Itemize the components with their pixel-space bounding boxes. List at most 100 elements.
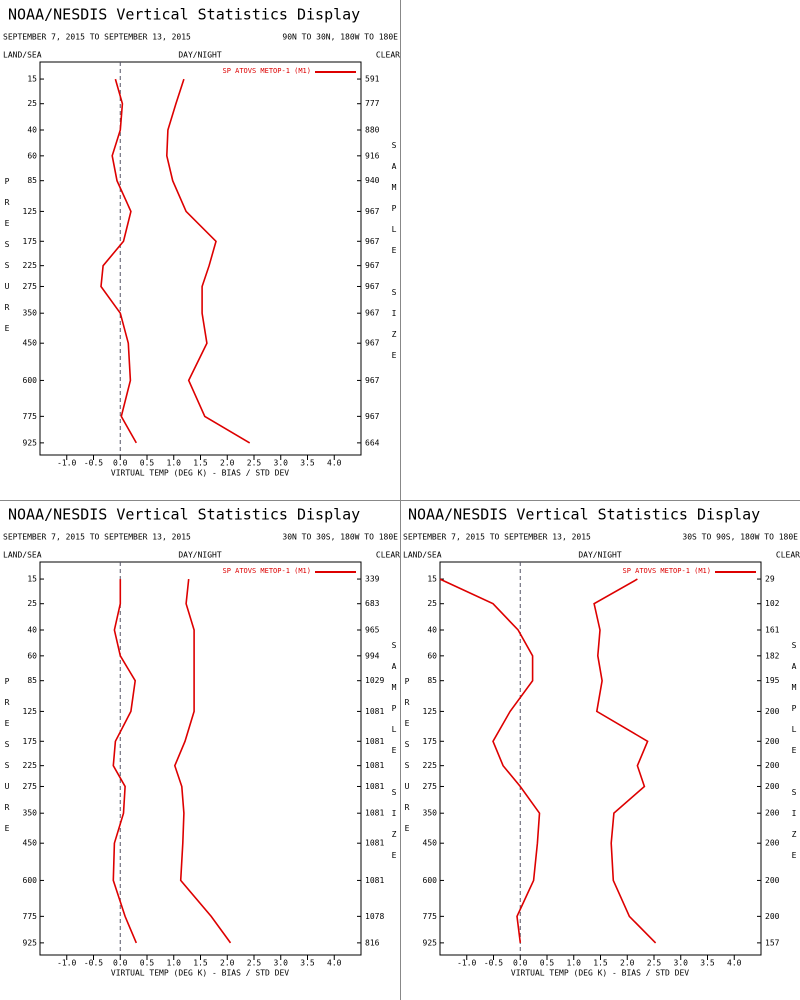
y-tick-label: 60 (27, 151, 37, 160)
sample-size-label: 1081 (365, 839, 384, 848)
sample-size-label: 777 (365, 99, 380, 108)
subtitle: SEPTEMBER 7, 2015 TO SEPTEMBER 13, 2015 (3, 533, 191, 542)
day-night: DAY/NIGHT (178, 51, 222, 60)
sample-size-label: 200 (765, 737, 780, 746)
y-tick-label: 600 (23, 876, 38, 885)
x-tick-label: 1.5 (593, 959, 608, 968)
y-tick-label: 40 (27, 625, 37, 634)
y-tick-label: 15 (427, 575, 437, 584)
y-tick-label: 450 (423, 839, 438, 848)
y-tick-label: 350 (23, 309, 38, 318)
sample-size-label: 182 (765, 651, 780, 660)
y-tick-label: 600 (23, 376, 38, 385)
sample-size-label: 1029 (365, 676, 384, 685)
sample-size-label: 1081 (365, 761, 384, 770)
x-tick-label: 2.5 (247, 459, 262, 468)
sample-size-label: 29 (765, 575, 775, 584)
sample-size-label: 200 (765, 839, 780, 848)
y-axis-label: PRESSURE (3, 177, 12, 345)
region: 30S TO 90S, 180W TO 180E (682, 533, 798, 542)
x-tick-label: -0.5 (484, 959, 503, 968)
x-tick-label: 3.0 (274, 959, 289, 968)
y-tick-label: 925 (23, 938, 38, 947)
sample-size-label: 1081 (365, 782, 384, 791)
sample-size-label: 1081 (365, 707, 384, 716)
sample-size-label: 591 (365, 75, 380, 84)
sample-size-label: 967 (365, 309, 380, 318)
sample-size-label: 200 (765, 707, 780, 716)
y-tick-label: 350 (423, 809, 438, 818)
x-tick-label: 1.5 (193, 459, 208, 468)
y-tick-label: 85 (27, 676, 37, 685)
day-night: DAY/NIGHT (178, 551, 222, 560)
sky: CLEAR (776, 551, 800, 560)
x-tick-label: 0.0 (113, 959, 128, 968)
sample-size-label: 200 (765, 876, 780, 885)
x-tick-label: 2.5 (647, 959, 662, 968)
x-tick-label: 3.5 (300, 459, 315, 468)
sky: CLEAR (376, 51, 400, 60)
day-night: DAY/NIGHT (578, 551, 622, 560)
sample-size-label: 200 (765, 761, 780, 770)
y-tick-label: 60 (27, 651, 37, 660)
y-tick-label: 15 (27, 575, 37, 584)
chart-panel: NOAA/NESDIS Vertical Statistics Display S… (3, 6, 401, 478)
sample-size-label: 994 (365, 651, 380, 660)
sample-size-label: 880 (365, 125, 380, 134)
y-tick-label: 175 (23, 237, 38, 246)
land-sea: LAND/SEA (403, 551, 442, 560)
sample-size-label: 339 (365, 575, 380, 584)
x-tick-label: -0.5 (84, 959, 103, 968)
x-tick-label: -1.0 (57, 959, 76, 968)
sample-size-label: 664 (365, 438, 380, 447)
sample-size-label: 200 (765, 912, 780, 921)
y-tick-label: 775 (23, 412, 38, 421)
x-tick-label: 2.0 (620, 959, 635, 968)
x-tick-label: 4.0 (727, 959, 742, 968)
bias-line (112, 579, 138, 944)
sample-size-label: 967 (365, 282, 380, 291)
sky: CLEAR (376, 551, 400, 560)
chart-title: NOAA/NESDIS Vertical Statistics Display (8, 506, 360, 524)
x-tick-label: 0.0 (113, 459, 128, 468)
region: 30N TO 30S, 180W TO 180E (282, 533, 398, 542)
sample-size-label: 1081 (365, 876, 384, 885)
sample-size-label: 200 (765, 782, 780, 791)
y-tick-label: 25 (427, 599, 437, 608)
sample-size-label: 816 (365, 938, 380, 947)
y-tick-label: 85 (27, 176, 37, 185)
land-sea: LAND/SEA (3, 551, 42, 560)
y-tick-label: 350 (23, 809, 38, 818)
x-axis-label: VIRTUAL TEMP (DEG K) - BIAS / STD DEV (111, 469, 289, 478)
subtitle: SEPTEMBER 7, 2015 TO SEPTEMBER 13, 2015 (3, 33, 191, 42)
std-dev-line (593, 578, 657, 944)
sample-size-label: 940 (365, 176, 380, 185)
chart-title: NOAA/NESDIS Vertical Statistics Display (8, 6, 360, 24)
sample-size-label: 1081 (365, 809, 384, 818)
x-tick-label: 2.0 (220, 459, 235, 468)
sample-size-label: 967 (365, 376, 380, 385)
y-tick-label: 450 (23, 339, 38, 348)
y-tick-label: 25 (27, 599, 37, 608)
sample-size-label: 161 (765, 625, 780, 634)
sample-size-label: 967 (365, 237, 380, 246)
sample-size-label: 967 (365, 339, 380, 348)
y-tick-label: 175 (23, 737, 38, 746)
y-tick-label: 925 (23, 438, 38, 447)
region: 90N TO 30N, 180W TO 180E (282, 33, 398, 42)
land-sea: LAND/SEA (3, 51, 42, 60)
y-tick-label: 275 (23, 282, 38, 291)
y-tick-label: 125 (23, 207, 38, 216)
sample-size-label: 967 (365, 207, 380, 216)
y-tick-label: 275 (423, 782, 438, 791)
y2-axis-label: SAMPLE SIZE (790, 641, 799, 872)
y-tick-label: 40 (427, 625, 437, 634)
sample-size-label: 967 (365, 261, 380, 270)
sample-size-label: 1078 (365, 912, 384, 921)
x-tick-label: 2.5 (247, 959, 262, 968)
x-tick-label: 0.0 (513, 959, 528, 968)
y-tick-label: 600 (423, 876, 438, 885)
y-tick-label: 125 (23, 707, 38, 716)
x-tick-label: -1.0 (457, 959, 476, 968)
